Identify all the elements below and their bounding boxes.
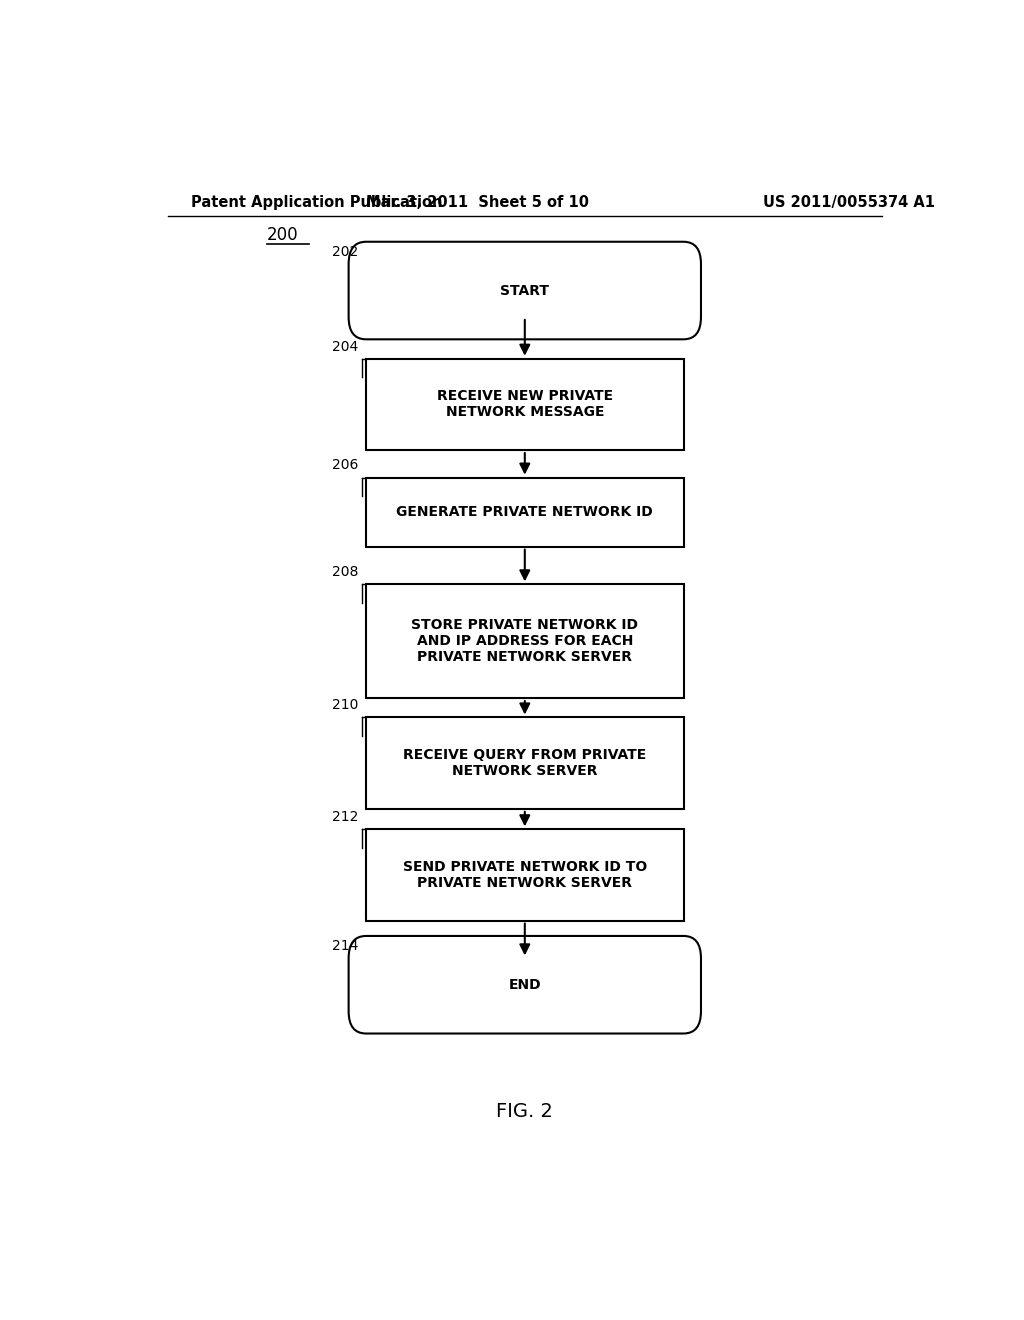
Text: US 2011/0055374 A1: US 2011/0055374 A1: [763, 194, 935, 210]
FancyBboxPatch shape: [367, 718, 684, 809]
Text: RECEIVE NEW PRIVATE
NETWORK MESSAGE: RECEIVE NEW PRIVATE NETWORK MESSAGE: [437, 389, 612, 420]
Text: GENERATE PRIVATE NETWORK ID: GENERATE PRIVATE NETWORK ID: [396, 506, 653, 519]
FancyBboxPatch shape: [367, 585, 684, 698]
Text: SEND PRIVATE NETWORK ID TO
PRIVATE NETWORK SERVER: SEND PRIVATE NETWORK ID TO PRIVATE NETWO…: [402, 859, 647, 890]
Text: Mar. 3, 2011  Sheet 5 of 10: Mar. 3, 2011 Sheet 5 of 10: [366, 194, 589, 210]
FancyBboxPatch shape: [348, 242, 701, 339]
Text: 206: 206: [332, 458, 358, 473]
Text: 202: 202: [332, 246, 358, 259]
FancyBboxPatch shape: [348, 936, 701, 1034]
FancyBboxPatch shape: [367, 359, 684, 450]
Text: Patent Application Publication: Patent Application Publication: [191, 194, 443, 210]
FancyBboxPatch shape: [367, 829, 684, 921]
Text: END: END: [509, 978, 541, 991]
Text: 204: 204: [332, 339, 358, 354]
Text: RECEIVE QUERY FROM PRIVATE
NETWORK SERVER: RECEIVE QUERY FROM PRIVATE NETWORK SERVE…: [403, 748, 646, 779]
Text: 214: 214: [332, 940, 358, 953]
Text: FIG. 2: FIG. 2: [497, 1102, 553, 1121]
Text: 200: 200: [267, 226, 299, 244]
Text: 212: 212: [332, 810, 358, 824]
FancyBboxPatch shape: [367, 478, 684, 546]
Text: STORE PRIVATE NETWORK ID
AND IP ADDRESS FOR EACH
PRIVATE NETWORK SERVER: STORE PRIVATE NETWORK ID AND IP ADDRESS …: [412, 618, 638, 664]
Text: 210: 210: [332, 698, 358, 713]
Text: START: START: [501, 284, 549, 297]
Text: 208: 208: [332, 565, 358, 579]
